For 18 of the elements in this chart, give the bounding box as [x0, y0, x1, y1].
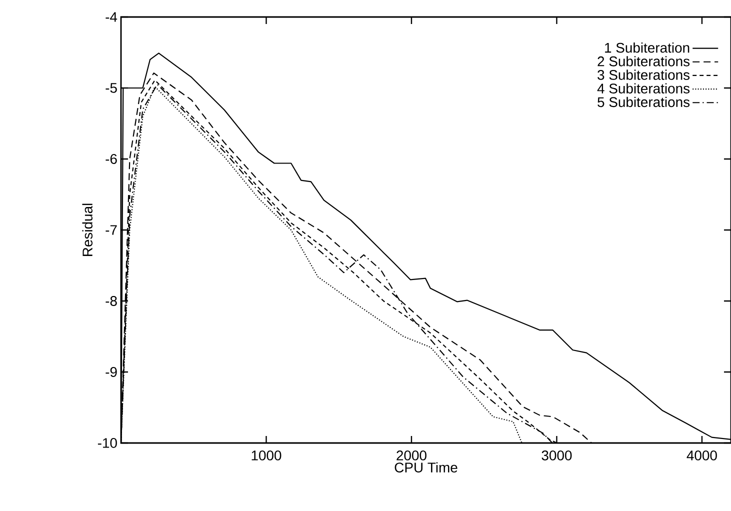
y-tick-label: -5 — [106, 83, 117, 93]
x-axis-title: CPU Time — [394, 462, 458, 472]
legend-label: 4 Subiterations — [597, 83, 690, 94]
x-tick-label: 1000 — [252, 450, 282, 460]
x-tick-label: 2000 — [396, 450, 426, 460]
y-tick-label: -10 — [98, 438, 117, 448]
x-tick-label: 4000 — [686, 450, 717, 460]
y-tick-label: -8 — [106, 296, 117, 306]
y-tick-label: -7 — [106, 225, 117, 235]
y-axis-title: Residual — [82, 204, 92, 256]
x-tick-label: 3000 — [542, 450, 572, 460]
y-tick-label: -6 — [106, 154, 117, 164]
legend-label: 3 Subiterations — [598, 70, 690, 80]
legend-label: 5 Subiterations — [598, 96, 690, 108]
legend-label: 2 Subiterations — [598, 56, 690, 66]
y-tick-label: -9 — [106, 367, 117, 377]
legend-label: 1 Subiteration — [605, 42, 690, 53]
y-tick-label: -4 — [106, 12, 118, 22]
